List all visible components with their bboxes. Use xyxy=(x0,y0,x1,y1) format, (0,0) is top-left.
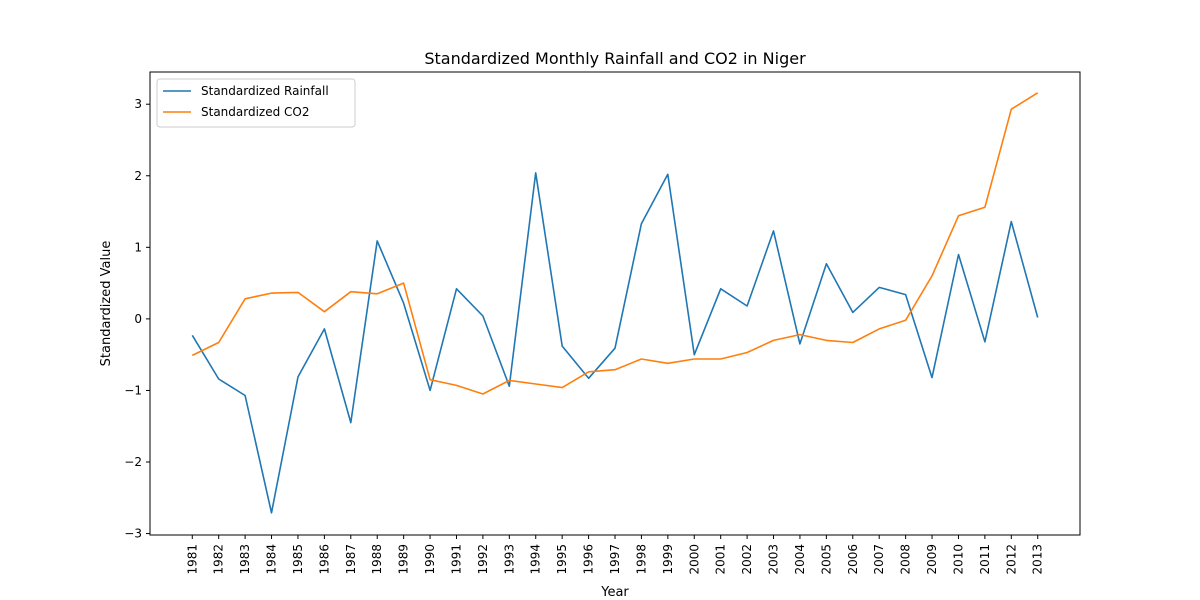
plot-area xyxy=(149,71,1081,536)
x-tick-label: 2000 xyxy=(687,544,701,575)
y-tick-label: 2 xyxy=(134,169,142,183)
x-tick-label: 1995 xyxy=(555,544,569,575)
x-tick-label: 1988 xyxy=(370,544,384,575)
x-tick-label: 2001 xyxy=(714,544,728,575)
x-tick-label: 1990 xyxy=(423,544,437,575)
x-axis: 1981 1982 1983 1984 1985 1986 1987 1988 1989 1990… xyxy=(185,535,1045,575)
y-tick-label: 0 xyxy=(134,312,142,326)
x-tick-label: 1992 xyxy=(476,544,490,575)
y-tick-label: 1 xyxy=(134,240,142,254)
x-tick-label: 1999 xyxy=(661,544,675,575)
y-tick-label: −3 xyxy=(124,527,142,541)
x-tick-label: 1987 xyxy=(344,544,358,575)
legend-label: Standardized Rainfall xyxy=(201,84,329,98)
x-tick-label: 2007 xyxy=(872,544,886,575)
y-tick-label: −2 xyxy=(124,455,142,469)
x-tick-label: 2008 xyxy=(899,544,913,575)
y-axis: −3 −2 −1 0 1 2 3 xyxy=(124,97,150,541)
x-tick-label: 1982 xyxy=(212,544,226,575)
x-tick-label: 1985 xyxy=(291,544,305,575)
legend: Standardized Rainfall Standardized CO2 xyxy=(156,78,356,128)
x-tick-label: 2012 xyxy=(1004,544,1018,575)
x-tick-label: 1994 xyxy=(529,544,543,575)
x-tick-label: 1993 xyxy=(502,544,516,575)
x-tick-label: 1984 xyxy=(265,544,279,575)
x-tick-label: 2009 xyxy=(925,544,939,575)
series-group xyxy=(191,92,1039,514)
x-tick-label: 1998 xyxy=(634,544,648,575)
chart-title: Standardized Monthly Rainfall and CO2 in… xyxy=(424,49,806,68)
x-tick-label: 2006 xyxy=(846,544,860,575)
x-tick-label: 2010 xyxy=(951,544,965,575)
legend-box xyxy=(156,78,356,128)
x-tick-label: 1997 xyxy=(608,544,622,575)
x-tick-label: 2011 xyxy=(978,544,992,575)
x-tick-label: 1981 xyxy=(185,544,199,575)
x-tick-label: 1996 xyxy=(582,544,596,575)
x-tick-label: 1983 xyxy=(238,544,252,575)
y-axis-label: Standardized Value xyxy=(99,241,114,367)
x-tick-label: 1989 xyxy=(397,544,411,575)
x-tick-label: 2004 xyxy=(793,544,807,575)
series-line-co2 xyxy=(191,92,1039,395)
x-tick-label: 2003 xyxy=(767,544,781,575)
x-tick-label: 1991 xyxy=(449,544,463,575)
y-tick-label: 3 xyxy=(134,97,142,111)
legend-label: Standardized CO2 xyxy=(201,105,310,119)
x-tick-label: 2002 xyxy=(740,544,754,575)
x-axis-label: Year xyxy=(600,585,629,600)
y-tick-label: −1 xyxy=(124,383,142,397)
x-tick-label: 1986 xyxy=(317,544,331,575)
x-tick-label: 2013 xyxy=(1031,544,1045,575)
x-tick-label: 2005 xyxy=(819,544,833,575)
series-line-rainfall xyxy=(191,172,1039,514)
